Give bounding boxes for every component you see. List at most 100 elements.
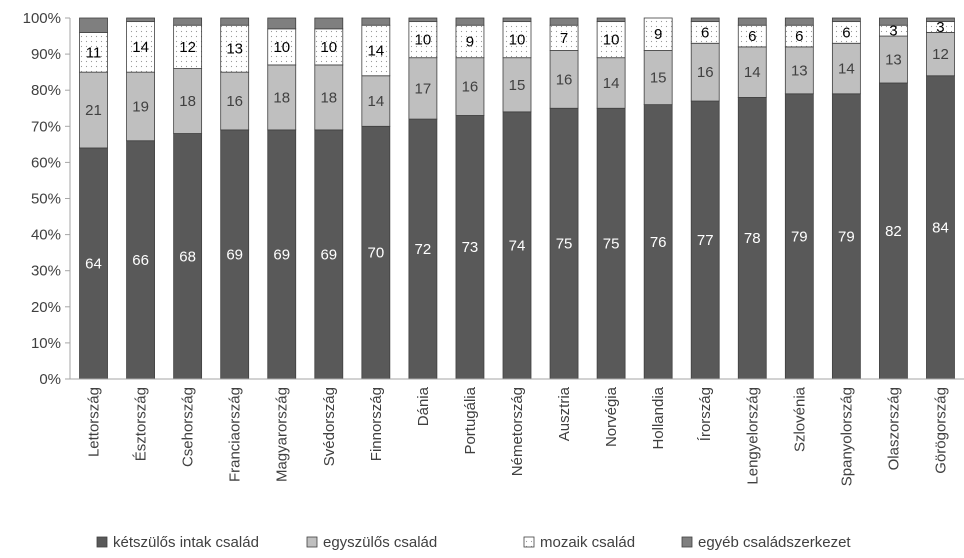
data-label: 19	[132, 98, 149, 115]
bar-segment	[267, 64, 297, 131]
bar-segment	[831, 42, 861, 95]
bar-segment	[126, 71, 155, 142]
x-tick-label: Ausztria	[556, 386, 573, 441]
data-label: 3	[936, 19, 944, 36]
legend-swatch	[523, 536, 535, 548]
bar-segment	[502, 111, 532, 380]
data-label: 12	[179, 39, 196, 56]
bar-segment	[220, 71, 250, 131]
bar-segment	[549, 17, 579, 26]
data-label: 12	[932, 46, 949, 63]
data-label: 66	[132, 252, 149, 269]
data-label: 6	[701, 24, 709, 41]
x-tick-label: Svédország	[321, 387, 338, 466]
data-label: 79	[838, 228, 855, 245]
bar-segment	[455, 57, 485, 116]
data-label: 13	[226, 41, 243, 58]
y-tick-label: 10%	[31, 335, 61, 352]
data-label: 72	[415, 241, 432, 258]
data-label: 79	[791, 228, 808, 245]
y-tick-label: 20%	[31, 299, 61, 316]
data-label: 69	[320, 246, 337, 263]
data-label: 15	[650, 70, 667, 87]
data-label: 16	[462, 79, 479, 96]
x-tick-label: Szlovénia	[791, 386, 808, 452]
bar-segment	[220, 17, 250, 26]
x-tick-label: Dánia	[415, 386, 432, 426]
y-tick-label: 40%	[31, 227, 61, 244]
data-label: 14	[603, 75, 620, 92]
bar-segment	[408, 21, 438, 59]
y-tick-label: 60%	[31, 154, 61, 171]
data-label: 7	[560, 30, 568, 47]
bar-segment	[173, 68, 203, 134]
bar-segment	[361, 24, 391, 77]
data-label: 82	[885, 223, 902, 240]
bar-segment	[502, 21, 532, 59]
bar-segment	[690, 100, 720, 380]
data-label: 16	[556, 71, 573, 88]
bar-segment	[737, 17, 767, 26]
bar-segment	[220, 24, 250, 73]
data-label: 69	[226, 246, 243, 263]
legend-label: mozaik család	[540, 534, 635, 551]
data-label: 14	[838, 61, 855, 78]
bar-segment	[220, 129, 250, 380]
x-tick-label: Franciaország	[227, 387, 244, 482]
y-axis: 0% 10% 20% 30% 40% 50% 60% 70% 80% 90% 100%	[23, 10, 71, 388]
x-tick-label: Magyarország	[274, 387, 291, 482]
bar-segment	[502, 57, 532, 113]
data-label: 14	[132, 39, 149, 56]
data-label: 70	[367, 245, 384, 262]
bar-segment	[267, 28, 297, 66]
bar-segment	[690, 42, 720, 102]
legend-swatch	[306, 536, 318, 548]
data-label: 18	[179, 93, 196, 110]
x-tick-label: Portugália	[462, 386, 479, 454]
data-label: 11	[86, 44, 102, 61]
y-tick-label: 50%	[31, 191, 61, 208]
x-tick-label: Észtország	[133, 387, 150, 461]
bar-segment	[408, 17, 438, 23]
x-tick-label: Lettország	[86, 387, 103, 457]
bar-segment	[314, 17, 344, 30]
bar-segment	[831, 93, 861, 380]
data-label: 77	[697, 232, 714, 249]
data-label: 6	[842, 24, 850, 41]
bar-segment	[737, 46, 767, 98]
bar-segment	[361, 17, 391, 26]
data-label: 84	[932, 219, 949, 236]
bar-segment	[926, 32, 955, 77]
data-label: 17	[415, 80, 432, 97]
bar-segment	[596, 17, 626, 23]
data-label: 10	[320, 39, 337, 56]
bar-segment	[455, 24, 485, 59]
data-label: 74	[509, 237, 526, 254]
x-tick-label: Németország	[509, 387, 526, 476]
legend: kétszülős intak család egyszülős család mo…	[96, 534, 851, 551]
legend-swatch	[96, 536, 108, 548]
bar-segment	[314, 64, 344, 131]
x-tick-label: Lengyelország	[744, 387, 761, 485]
bar-segment	[643, 50, 673, 106]
bar-segment	[455, 115, 485, 380]
data-label: 10	[273, 39, 290, 56]
data-label: 3	[889, 23, 897, 40]
x-tick-label: Hollandia	[650, 386, 667, 449]
bar-segment	[173, 17, 203, 26]
x-tick-label: Olaszország	[885, 387, 902, 470]
bar-segment	[926, 17, 955, 23]
bar-segment	[784, 17, 814, 26]
data-label: 73	[462, 239, 479, 256]
bar-segment	[361, 125, 391, 380]
data-label: 14	[367, 42, 384, 59]
bar-segment	[784, 93, 814, 380]
bars: 6421116619146818126916136918106918107014…	[79, 17, 955, 380]
bar-segment	[879, 35, 908, 84]
legend-label: kétszülős intak család	[113, 534, 259, 551]
data-label: 15	[509, 77, 526, 94]
data-label: 75	[556, 236, 573, 253]
legend-swatch	[681, 536, 693, 548]
x-tick-label: Norvégia	[603, 386, 620, 447]
bar-segment	[267, 17, 297, 30]
